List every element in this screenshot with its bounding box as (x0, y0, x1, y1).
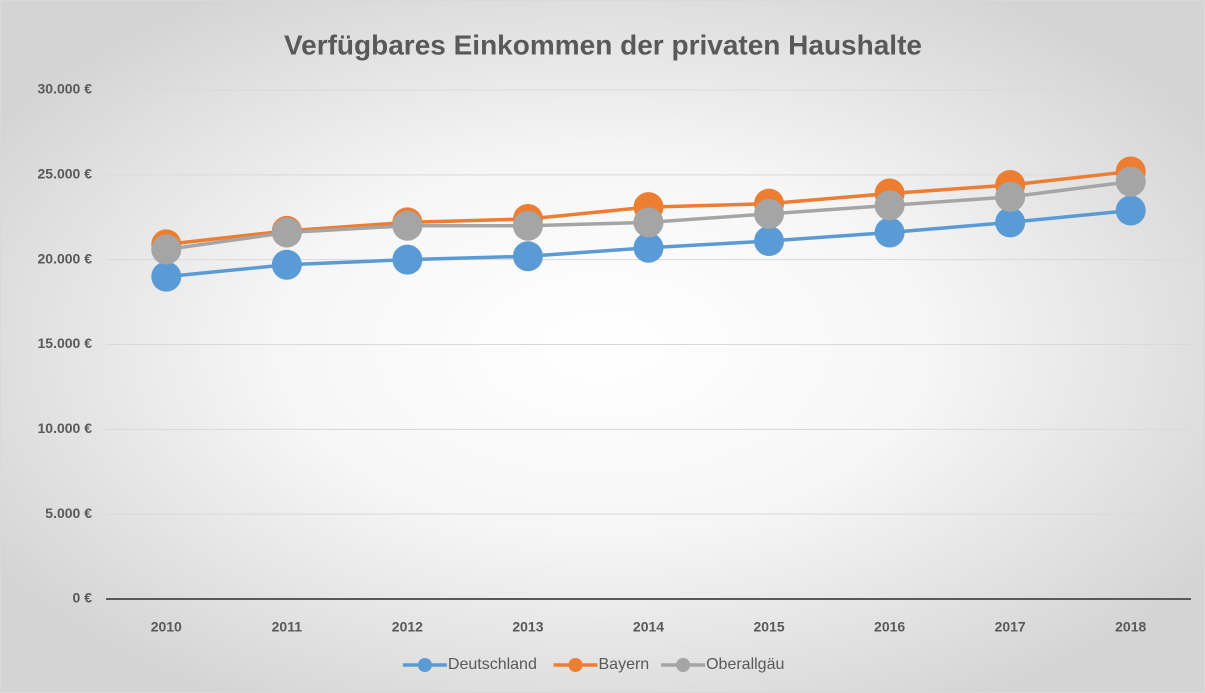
x-tick-label: 2012 (392, 619, 423, 635)
data-point (995, 207, 1026, 238)
data-point (754, 226, 785, 257)
chart-title: Verfügbares Einkommen der privaten Haush… (284, 29, 922, 60)
y-tick-label: 10.000 € (38, 420, 93, 436)
y-tick-label: 30.000 € (38, 81, 93, 97)
legend-label: Bayern (599, 656, 650, 673)
data-point (754, 198, 785, 229)
data-point (874, 217, 905, 248)
data-point (512, 241, 543, 272)
y-tick-label: 15.000 € (38, 335, 93, 351)
x-tick-label: 2014 (633, 619, 664, 635)
data-point (392, 244, 423, 275)
legend-marker (417, 658, 432, 672)
x-tick-label: 2011 (272, 619, 303, 635)
x-tick-label: 2016 (874, 619, 905, 635)
data-point (874, 190, 905, 221)
data-point (633, 232, 664, 263)
x-tick-label: 2013 (512, 619, 543, 635)
data-point (1115, 195, 1146, 226)
data-point (271, 217, 302, 248)
y-tick-label: 5.000 € (45, 505, 92, 521)
data-point (512, 210, 543, 241)
legend-label: Deutschland (448, 656, 537, 673)
legend-marker (676, 658, 691, 672)
x-tick-label: 2018 (1115, 619, 1146, 635)
y-tick-label: 25.000 € (38, 166, 93, 182)
data-point (271, 249, 302, 280)
data-point (392, 210, 423, 241)
data-point (151, 261, 182, 292)
x-tick-label: 2010 (151, 619, 182, 635)
y-tick-label: 20.000 € (38, 250, 93, 266)
x-tick-label: 2017 (995, 619, 1026, 635)
data-point (1115, 166, 1146, 197)
legend-label: Oberallgäu (706, 656, 784, 673)
legend-marker (568, 658, 583, 672)
data-point (995, 181, 1026, 212)
y-tick-label: 0 € (73, 590, 93, 606)
x-tick-label: 2015 (753, 619, 784, 635)
data-point (151, 234, 182, 265)
data-point (633, 207, 664, 238)
